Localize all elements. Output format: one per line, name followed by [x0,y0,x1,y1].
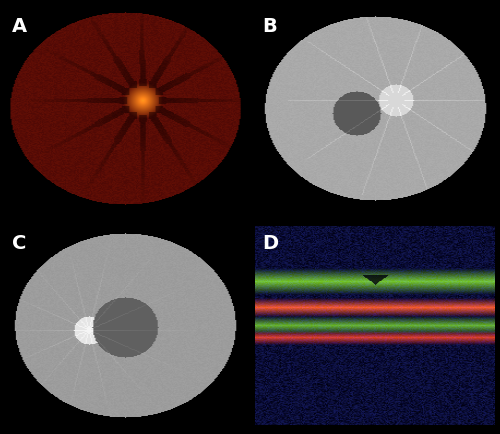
Text: A: A [12,16,28,36]
Text: D: D [262,233,278,253]
Text: B: B [262,16,277,36]
Text: C: C [12,233,26,253]
